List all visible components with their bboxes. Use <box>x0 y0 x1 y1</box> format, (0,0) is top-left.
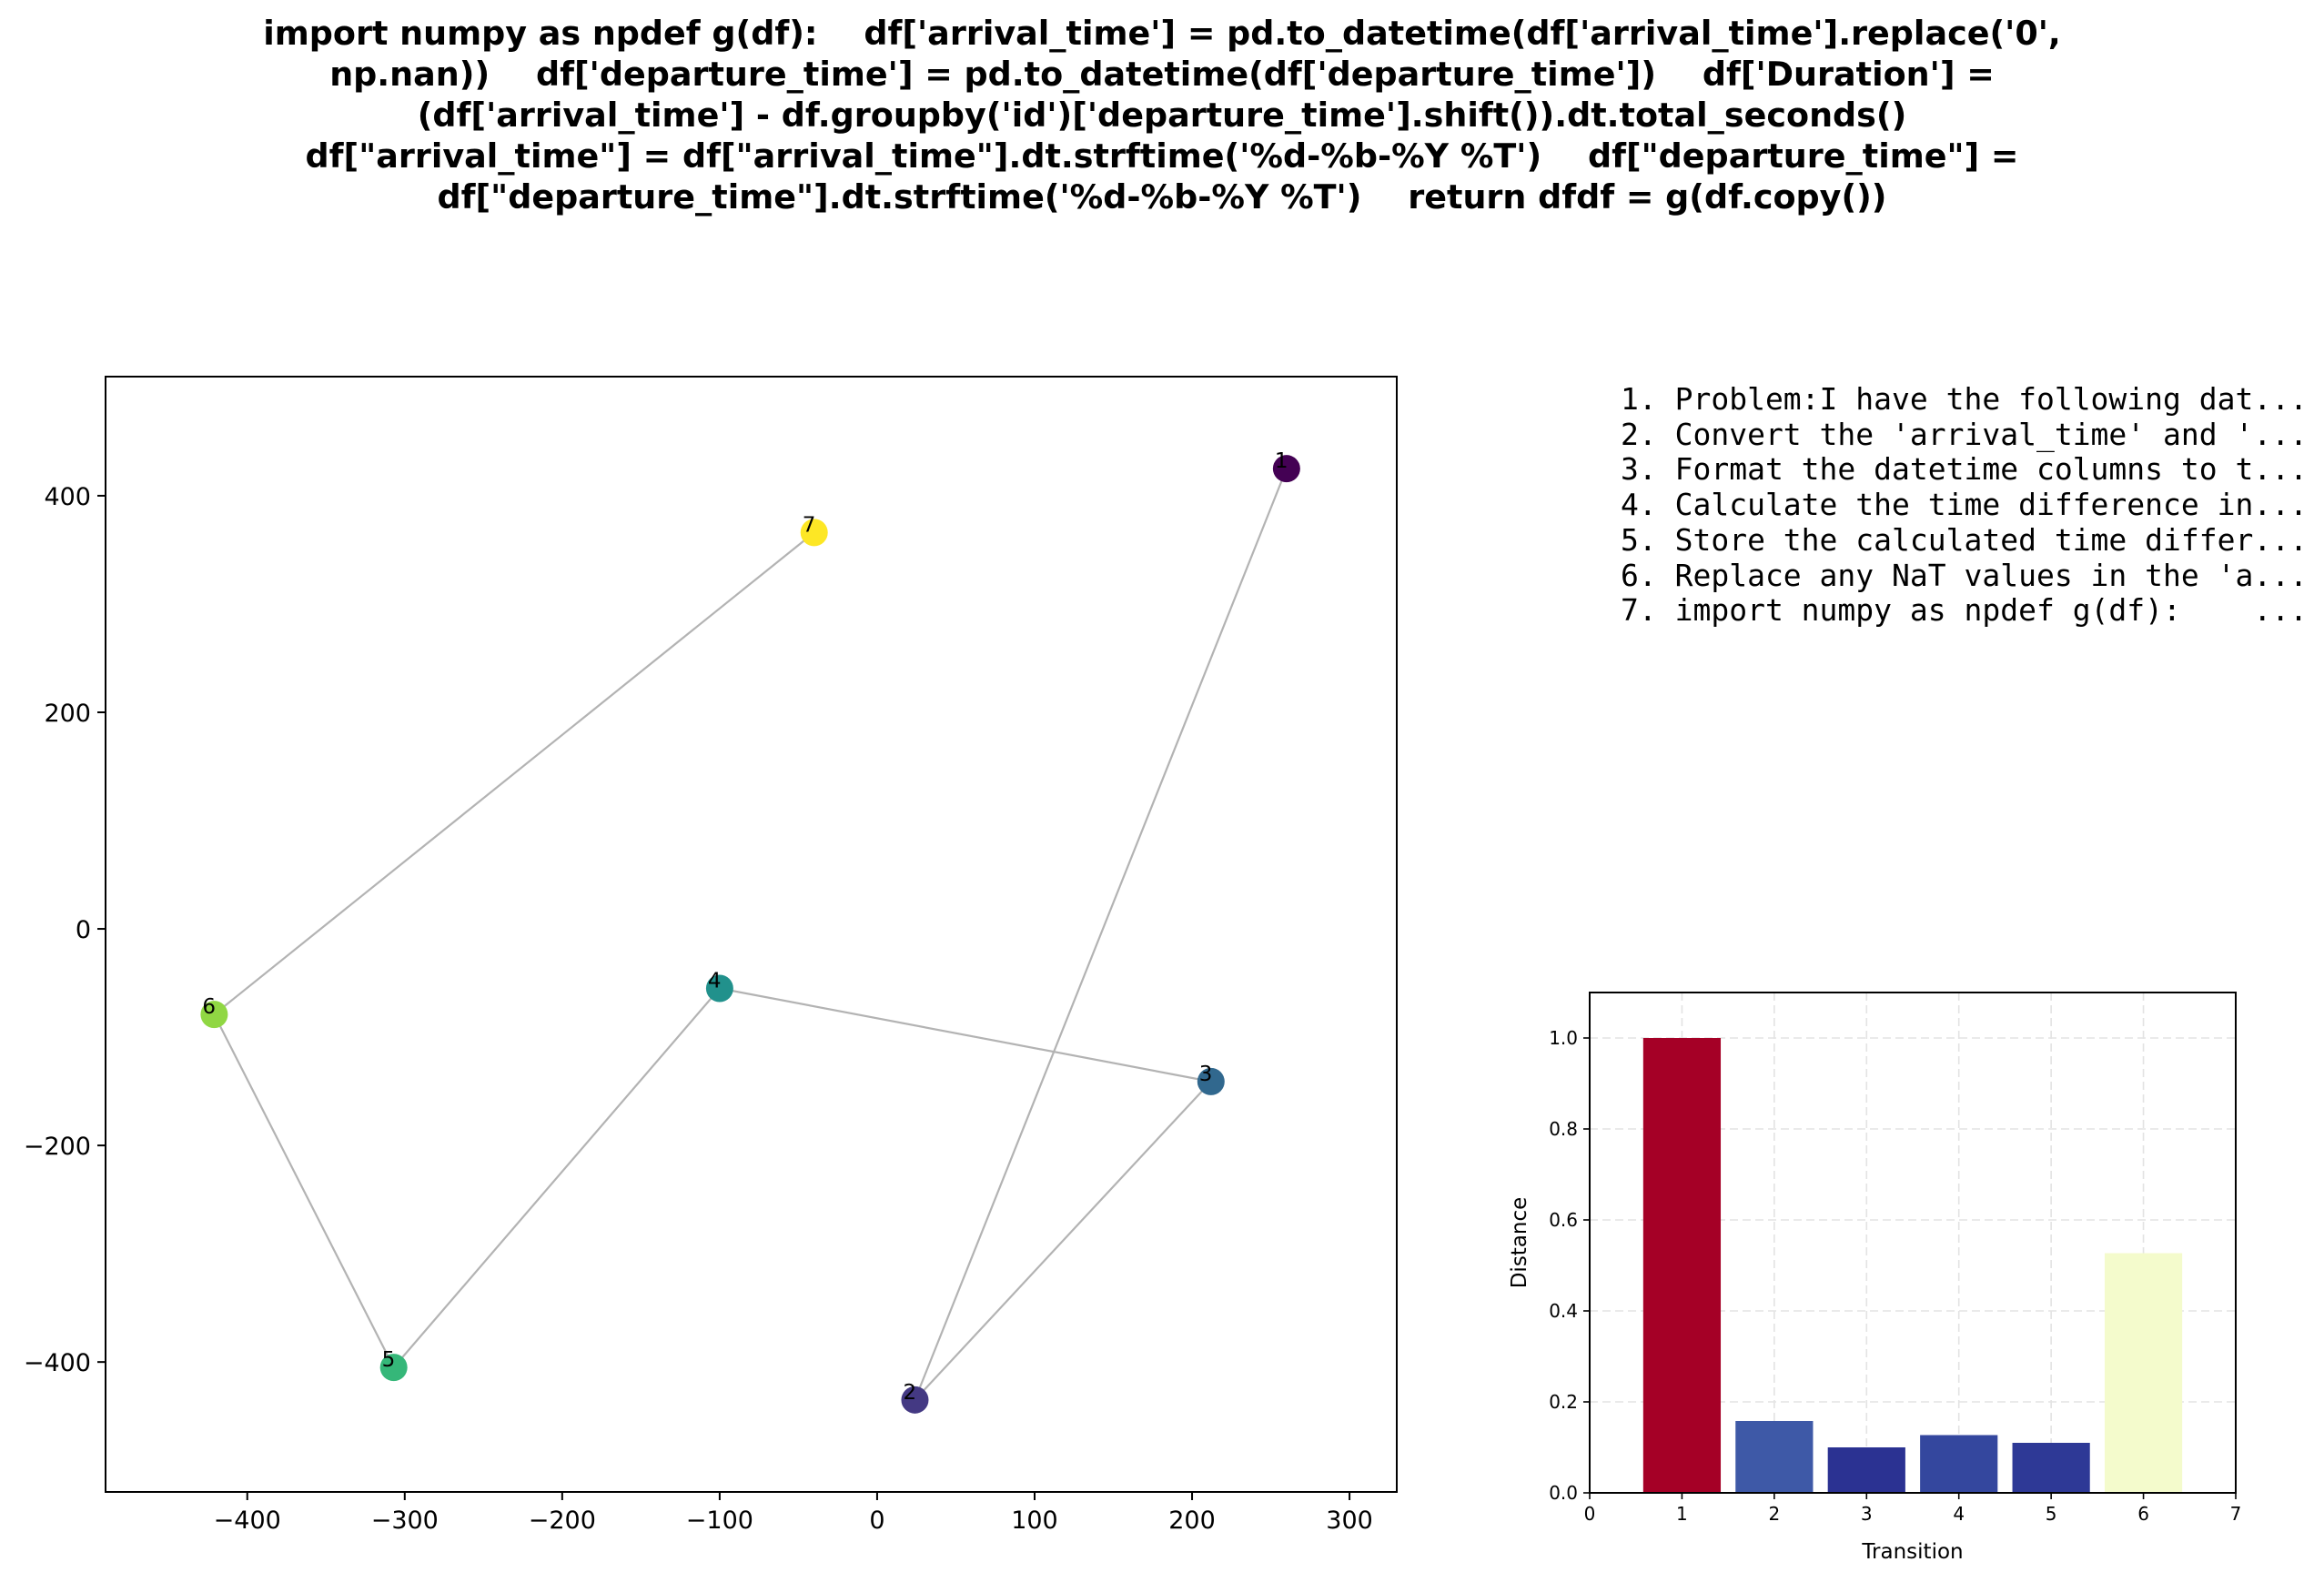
scatter-point <box>901 1386 929 1414</box>
scatter-point <box>379 1354 408 1382</box>
bar-x-tick-label: 1 <box>1676 1503 1688 1525</box>
bar-frame <box>1589 992 2237 1494</box>
bar-x-tick-label: 3 <box>1861 1503 1873 1525</box>
bar-y-tick-label: 1.0 <box>1549 1027 1578 1049</box>
figure-title: import numpy as npdef g(df): df['arrival… <box>0 13 2324 217</box>
step-item: 7. import numpy as npdef g(df): ... <box>1621 592 2308 629</box>
title-line: df["departure_time"].dt.strftime('%d-%b-… <box>437 177 1887 217</box>
point-label: 3 <box>1199 1063 1213 1086</box>
bar-x-tick-label: 5 <box>2046 1503 2057 1525</box>
step-item: 2. Convert the 'arrival_time' and '... <box>1621 416 2308 452</box>
scatter-point <box>1197 1067 1225 1095</box>
bar-x-tick-label: 2 <box>1768 1503 1780 1525</box>
point-label: 4 <box>708 970 722 993</box>
point-label: 5 <box>382 1348 396 1372</box>
step-item: 1. Problem:I have the following dat... <box>1621 381 2308 417</box>
scatter-frame <box>105 376 1398 1493</box>
x-tick-label: −200 <box>529 1506 596 1535</box>
bar-y-tick-label: 0.4 <box>1549 1300 1578 1322</box>
title-line: import numpy as npdef g(df): df['arrival… <box>263 14 2061 53</box>
bar <box>2012 1443 2090 1493</box>
x-tick-label: −100 <box>686 1506 753 1535</box>
bar-y-tick-label: 0.8 <box>1549 1118 1578 1140</box>
x-tick-label: 200 <box>1168 1506 1216 1535</box>
y-tick-label: 0 <box>76 916 91 944</box>
bar-x-axis-label: Transition <box>1861 1540 1963 1564</box>
bar-x-tick-label: 0 <box>1584 1503 1596 1525</box>
x-tick-label: 300 <box>1326 1506 1373 1535</box>
step-item: 3. Format the datetime columns to t... <box>1621 451 2308 488</box>
y-tick-label: −200 <box>24 1133 91 1161</box>
bar-x-tick-label: 6 <box>2137 1503 2149 1525</box>
path-segment <box>392 987 721 1368</box>
bar <box>2104 1253 2183 1493</box>
point-label: 1 <box>1275 449 1288 473</box>
path-segment <box>914 468 1288 1401</box>
scatter-point <box>200 1001 228 1029</box>
y-tick-label: −400 <box>24 1349 91 1377</box>
bar-y-tick-label: 0.2 <box>1549 1391 1578 1413</box>
point-label: 6 <box>202 995 216 1019</box>
path-segment <box>914 1081 1212 1401</box>
title-line: df["arrival_time"] = df["arrival_time"].… <box>305 136 2019 176</box>
bar-y-tick-label: 0.0 <box>1549 1482 1578 1504</box>
bar-x-tick-label: 4 <box>1953 1503 1965 1525</box>
title-line: np.nan)) df['departure_time'] = pd.to_da… <box>329 55 1995 94</box>
step-item: 5. Store the calculated time differ... <box>1621 521 2308 558</box>
steps-list: 1. Problem:I have the following dat... 2… <box>1621 381 2308 629</box>
x-tick-label: −300 <box>371 1506 439 1535</box>
x-tick-label: 0 <box>869 1506 884 1535</box>
title-line: (df['arrival_time'] - df.groupby('id')['… <box>417 96 1907 135</box>
y-tick-label: 400 <box>44 483 91 511</box>
y-tick-label: 200 <box>44 700 91 728</box>
bar <box>1642 1038 1722 1493</box>
scatter-point <box>800 519 828 547</box>
step-item: 6. Replace any NaT values in the 'a... <box>1621 557 2308 593</box>
bar <box>1920 1435 1998 1493</box>
scatter-point <box>705 974 733 1003</box>
step-item: 4. Calculate the time difference in... <box>1621 487 2308 523</box>
bar <box>1735 1421 1814 1493</box>
path-segment <box>213 1013 395 1368</box>
point-label: 7 <box>803 513 816 537</box>
point-label: 2 <box>903 1381 916 1405</box>
path-segment <box>213 531 815 1015</box>
scatter-point <box>1272 455 1300 483</box>
path-segment <box>719 987 1212 1083</box>
bar-x-tick-label: 7 <box>2230 1503 2242 1525</box>
bar-y-axis-label: Distance <box>1508 1197 1531 1289</box>
x-tick-label: −400 <box>214 1506 281 1535</box>
x-tick-label: 100 <box>1011 1506 1058 1535</box>
bar <box>1827 1447 1905 1493</box>
bar-y-tick-label: 0.6 <box>1549 1209 1578 1231</box>
